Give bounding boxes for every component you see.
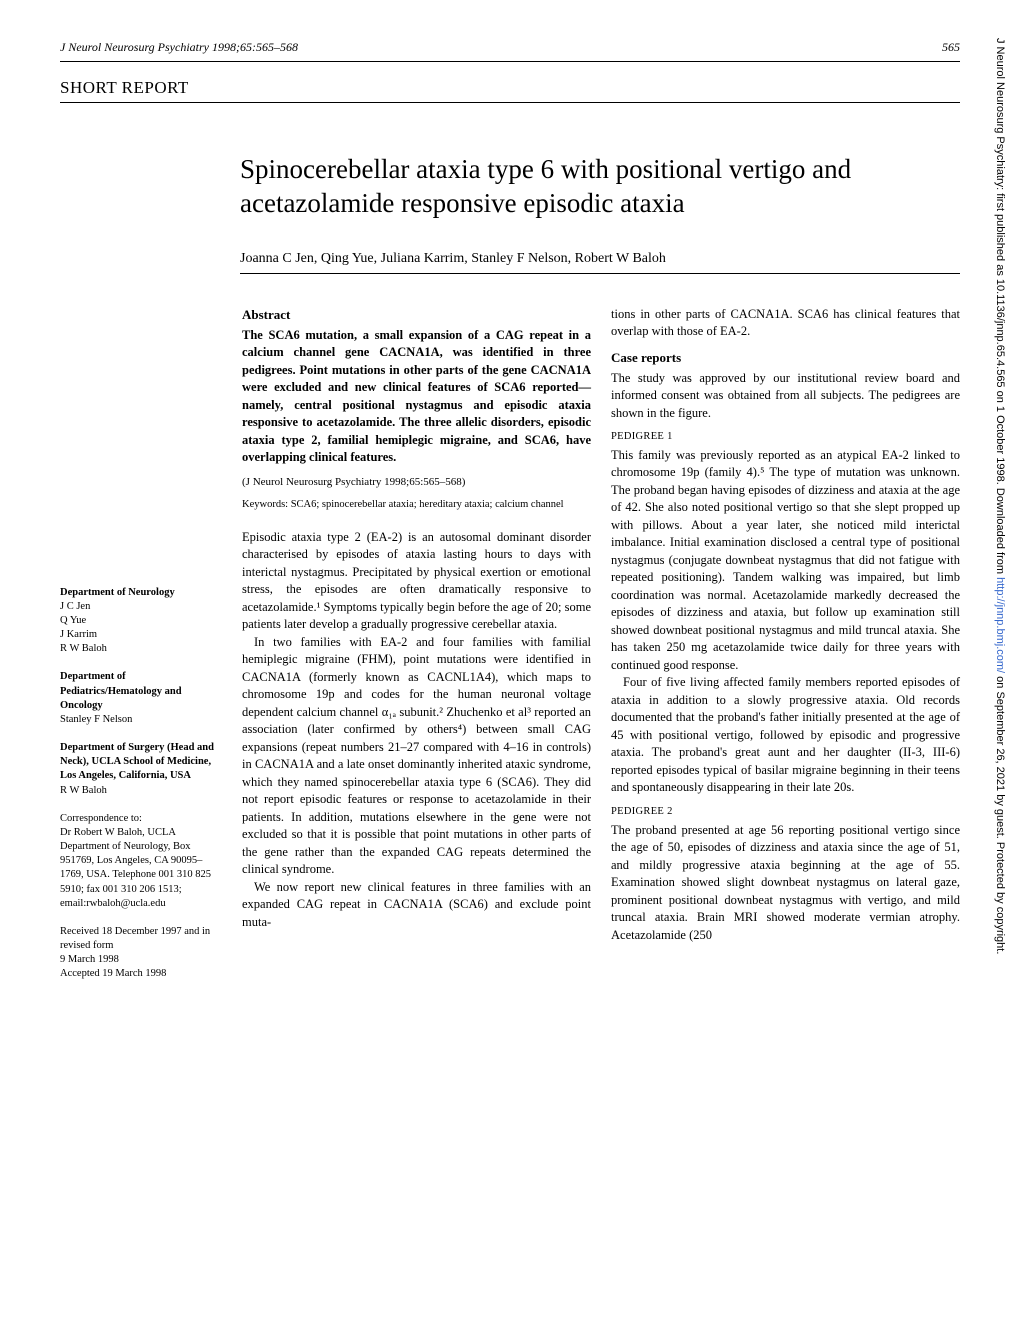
pedigree-1-para-1: This family was previously reported as a… bbox=[611, 447, 960, 675]
page-number: 565 bbox=[942, 40, 960, 55]
abstract-citation: (J Neurol Neurosurg Psychiatry 1998;65:5… bbox=[242, 475, 591, 490]
dept1-title: Department of Neurology bbox=[60, 586, 222, 600]
dept1-names: J C Jen Q Yue J Karrim R W Baloh bbox=[60, 600, 222, 657]
dept2-title: Department of Pediatrics/Hematology and … bbox=[60, 670, 222, 713]
short-report-label: SHORT REPORT bbox=[60, 78, 960, 98]
pedigree-2-heading: PEDIGREE 2 bbox=[611, 805, 960, 820]
rule-mid bbox=[60, 102, 960, 103]
side-prefix: J Neurol Neurosurg Psychiatry: first pub… bbox=[994, 38, 1006, 577]
case-reports-heading: Case reports bbox=[611, 349, 960, 367]
abstract-text: The SCA6 mutation, a small expansion of … bbox=[242, 327, 591, 467]
case-intro: The study was approved by our institutio… bbox=[611, 370, 960, 423]
keywords: Keywords: SCA6; spinocerebellar ataxia; … bbox=[242, 498, 591, 513]
intro-para-3: We now report new clinical features in t… bbox=[242, 879, 591, 932]
journal-ref: J Neurol Neurosurg Psychiatry 1998;65:56… bbox=[60, 40, 298, 55]
column-1: Abstract The SCA6 mutation, a small expa… bbox=[242, 306, 591, 996]
intro-para-2: In two families with EA-2 and four famil… bbox=[242, 634, 591, 879]
dept3-names: R W Baloh bbox=[60, 784, 222, 798]
received-dates: Received 18 December 1997 and in revised… bbox=[60, 925, 222, 982]
column-2: tions in other parts of CACNA1A. SCA6 ha… bbox=[611, 306, 960, 996]
authors: Joanna C Jen, Qing Yue, Juliana Karrim, … bbox=[240, 251, 960, 267]
rule-authors bbox=[240, 273, 960, 274]
rule-top bbox=[60, 61, 960, 62]
intro-para-1: Episodic ataxia type 2 (EA-2) is an auto… bbox=[242, 529, 591, 634]
col2-para-1: tions in other parts of CACNA1A. SCA6 ha… bbox=[611, 306, 960, 341]
side-link[interactable]: http://jnnp.bmj.com/ bbox=[994, 577, 1006, 673]
pedigree-1-para-2: Four of five living affected family memb… bbox=[611, 674, 960, 797]
side-citation: J Neurol Neurosurg Psychiatry: first pub… bbox=[994, 38, 1006, 1278]
side-suffix: on September 26, 2021 by guest. Protecte… bbox=[994, 673, 1006, 954]
abstract-heading: Abstract bbox=[242, 306, 591, 324]
article-title: Spinocerebellar ataxia type 6 with posit… bbox=[240, 153, 960, 221]
sidebar-affiliations: Department of Neurology J C Jen Q Yue J … bbox=[60, 306, 222, 996]
pedigree-2-para-1: The proband presented at age 56 reportin… bbox=[611, 822, 960, 945]
dept3-title: Department of Surgery (Head and Neck), U… bbox=[60, 741, 222, 784]
pedigree-1-heading: PEDIGREE 1 bbox=[611, 430, 960, 445]
dept2-names: Stanley F Nelson bbox=[60, 713, 222, 727]
correspondence: Correspondence to: Dr Robert W Baloh, UC… bbox=[60, 812, 222, 911]
